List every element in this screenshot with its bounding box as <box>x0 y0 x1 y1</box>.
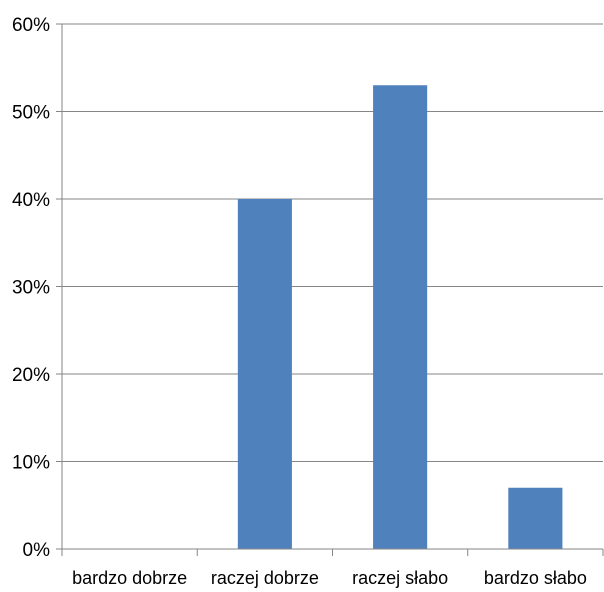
bar <box>508 487 563 549</box>
gridlines <box>62 23 603 462</box>
y-tick-label: 20% <box>12 365 50 386</box>
x-category-label: bardzo dobrze <box>72 568 187 588</box>
y-tick-label: 40% <box>12 190 50 211</box>
bar <box>237 199 292 549</box>
bars <box>237 85 563 549</box>
y-tick-label: 50% <box>12 103 50 124</box>
y-tick-label: 30% <box>12 278 50 299</box>
y-tick-label: 60% <box>12 15 50 36</box>
bar <box>373 85 428 549</box>
y-axis: 0% 10% 20% 30% 40% 50% 60% <box>12 15 63 561</box>
x-category-label: raczej słabo <box>352 568 448 588</box>
y-tick-label: 0% <box>23 540 51 561</box>
x-category-label: raczej dobrze <box>211 568 319 588</box>
x-category-label: bardzo słabo <box>484 568 587 588</box>
y-tick-label: 10% <box>12 453 50 474</box>
x-axis: bardzo dobrze raczej dobrze raczej słabo ba… <box>61 548 604 588</box>
